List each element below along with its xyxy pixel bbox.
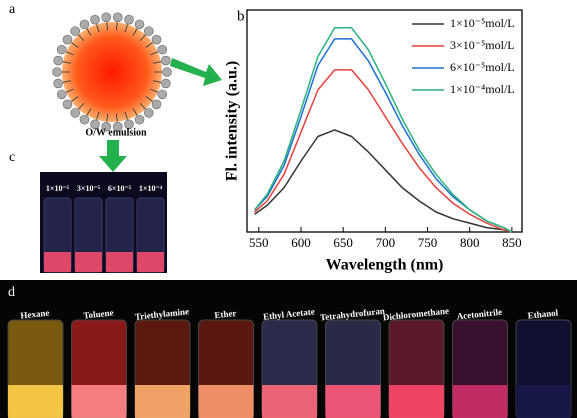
- head: [54, 79, 63, 88]
- glow: [106, 252, 133, 272]
- legend-label: 1×10⁻⁴mol/L: [450, 82, 515, 96]
- head: [161, 79, 170, 88]
- glow: [453, 385, 508, 418]
- x-tick-label: 750: [418, 235, 438, 250]
- panel-letter: b: [237, 8, 245, 24]
- head: [124, 15, 133, 24]
- head: [152, 35, 161, 44]
- head: [54, 56, 63, 65]
- legend-label: 6×10⁻⁵mol/L: [450, 60, 515, 74]
- x-tick-label: 800: [460, 235, 480, 250]
- glow: [135, 385, 190, 418]
- head: [80, 115, 89, 124]
- head: [161, 56, 170, 65]
- head: [63, 35, 72, 44]
- vial-label: 1×10⁻⁵: [46, 184, 70, 193]
- chart: 550 600 650 700 750 800 850 Wavelength (nm) Fl. …: [224, 10, 522, 274]
- head: [135, 20, 144, 29]
- x-tick-label: 550: [249, 235, 269, 250]
- head: [63, 100, 72, 109]
- series-line: [255, 28, 512, 232]
- x-tick-label: 850: [502, 235, 522, 250]
- legend-label: 3×10⁻⁵mol/L: [450, 38, 515, 52]
- vial-label: 6×10⁻⁵: [108, 184, 132, 193]
- head: [91, 15, 100, 24]
- head: [163, 68, 172, 77]
- vial-label: 1×10⁻⁴: [139, 184, 163, 193]
- glow: [389, 385, 444, 418]
- caption: O/W emulsion: [85, 127, 147, 138]
- head: [144, 27, 153, 36]
- panel-letter: d: [8, 285, 15, 300]
- x-axis-title: Wavelength (nm): [326, 257, 444, 274]
- head: [102, 13, 111, 22]
- x-tick-label: 650: [333, 235, 353, 250]
- glow: [72, 385, 127, 418]
- glow: [262, 385, 317, 418]
- head: [80, 20, 89, 29]
- head: [113, 13, 122, 22]
- glow: [137, 252, 164, 272]
- x-tick-label: 700: [376, 235, 396, 250]
- head: [152, 100, 161, 109]
- y-axis-title: Fl. intensity (a.u.): [224, 61, 241, 181]
- head: [158, 90, 167, 99]
- head: [57, 90, 66, 99]
- head: [135, 115, 144, 124]
- glow: [44, 252, 71, 272]
- head: [71, 27, 80, 36]
- head: [71, 108, 80, 117]
- panel-letter: c: [9, 150, 15, 165]
- arrow: [170, 58, 222, 86]
- legend-label: 1×10⁻⁵mol/L: [450, 16, 515, 30]
- glow: [326, 385, 381, 418]
- head: [158, 45, 167, 54]
- vial-label: 3×10⁻⁵: [77, 184, 101, 193]
- head: [53, 68, 62, 77]
- emulsion-droplet: [62, 22, 162, 122]
- glow: [75, 252, 102, 272]
- arrow: [99, 140, 127, 172]
- head: [57, 45, 66, 54]
- figure: a b c O/W emulsion 1×10⁻⁵ 3×10⁻⁵ 6×10⁻⁵ 1×1…: [0, 0, 577, 418]
- head: [144, 108, 153, 117]
- glow: [8, 385, 63, 418]
- glow: [516, 385, 571, 418]
- panel-letter: a: [9, 2, 16, 17]
- glow: [199, 385, 254, 418]
- x-tick-label: 600: [291, 235, 311, 250]
